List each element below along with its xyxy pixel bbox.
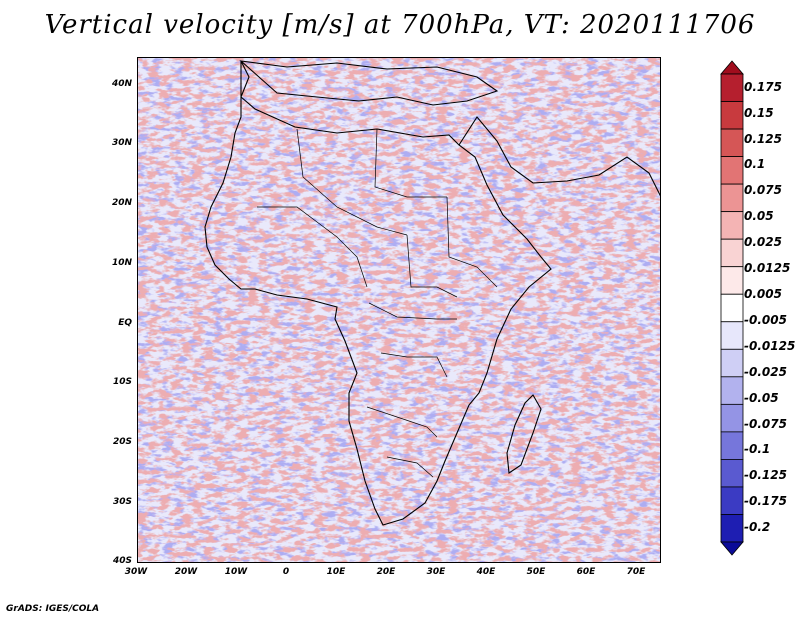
colorbar-segment: [720, 183, 744, 213]
colorbar-label: 0.175: [744, 80, 782, 94]
lon-label: 70E: [626, 567, 646, 577]
map-border: [137, 57, 661, 563]
colorbar-label: 0.15: [744, 106, 774, 120]
lon-label: 10W: [224, 567, 248, 577]
lon-label: 10E: [326, 567, 346, 577]
colorbar-segment: [720, 348, 744, 378]
map-panel: [137, 57, 662, 563]
colorbar-segment: [720, 376, 744, 405]
lon-label: 20W: [174, 567, 198, 577]
colorbar-segment: [720, 60, 744, 75]
colorbar-label: 0.025: [744, 235, 782, 249]
credit-text: GrADS: IGES/COLA: [6, 604, 100, 614]
colorbar-label: -0.175: [744, 494, 787, 508]
lon-label: 50E: [526, 567, 546, 577]
colorbar-label: -0.075: [744, 417, 787, 431]
colorbar-segment: [720, 486, 744, 515]
lon-label: 40E: [476, 567, 496, 577]
lon-label: 30W: [124, 567, 148, 577]
colorbar-segment: [720, 101, 744, 130]
lat-label: 10S: [112, 377, 132, 387]
colorbar-label: -0.0125: [744, 339, 796, 353]
colorbar: [720, 60, 744, 556]
vertical-velocity-map: [137, 57, 662, 563]
colorbar-segment: [720, 431, 744, 460]
colorbar-label: -0.1: [744, 442, 771, 456]
colorbar-segment: [720, 403, 744, 433]
colorbar-segment: [720, 459, 744, 488]
lat-label: 30N: [111, 138, 132, 148]
lat-label: 20S: [112, 437, 132, 447]
lat-label: 10N: [111, 258, 132, 268]
colorbar-label: 0.0125: [744, 261, 791, 275]
lon-label: 0: [282, 567, 290, 577]
lon-label: 30E: [426, 567, 446, 577]
lat-label: 40S: [112, 556, 132, 566]
colorbar-segment: [720, 266, 744, 295]
lon-label: 60E: [576, 567, 596, 577]
colorbar-segment: [720, 128, 744, 157]
colorbar-segment: [720, 321, 744, 350]
colorbar-label: 0.05: [744, 209, 774, 223]
colorbar-segment: [720, 211, 744, 240]
coastlines: [204, 60, 662, 526]
colorbar-segment: [720, 514, 744, 543]
lat-label: 40N: [111, 79, 132, 89]
colorbar-label: -0.125: [744, 468, 787, 482]
page-title: Vertical velocity [m/s] at 700hPa, VT: 2…: [44, 10, 756, 40]
colorbar-label: -0.005: [744, 313, 787, 327]
colorbar-label: -0.05: [744, 391, 779, 405]
colorbar-label: 0.075: [744, 183, 782, 197]
colorbar-segment: [720, 541, 744, 556]
colorbar-label: 0.1: [744, 157, 766, 171]
lat-label: EQ: [118, 318, 132, 328]
lat-label: 20N: [111, 198, 132, 208]
colorbar-segment: [720, 238, 744, 268]
colorbar-segment: [720, 293, 744, 323]
colorbar-label: -0.2: [744, 520, 771, 534]
colorbar-label: -0.025: [744, 365, 787, 379]
country-borders: [257, 128, 498, 478]
colorbar-segment: [720, 73, 744, 102]
lat-label: 30S: [112, 497, 132, 507]
colorbar-label: 0.125: [744, 132, 782, 146]
lon-label: 20E: [376, 567, 396, 577]
colorbar-label: 0.005: [744, 287, 782, 301]
colorbar-segment: [720, 156, 744, 185]
